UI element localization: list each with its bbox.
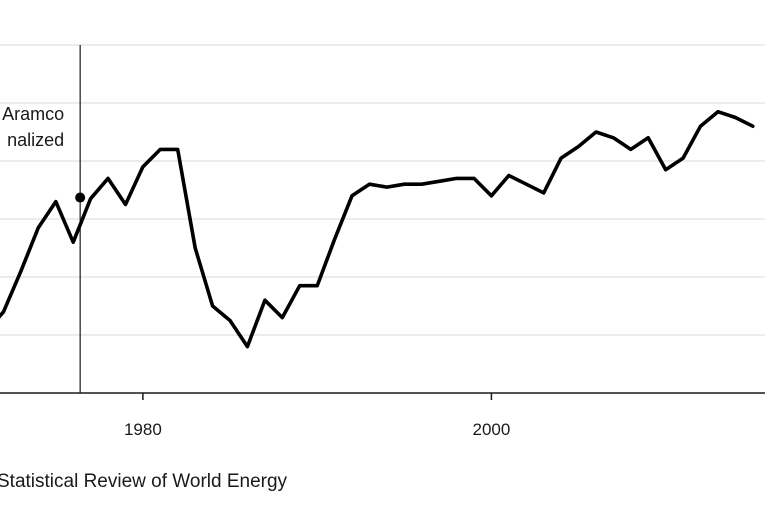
x-tick-label: 2000 <box>472 420 510 439</box>
annotation-label-line-1: Aramco <box>2 104 64 124</box>
annotation-dot <box>75 192 86 203</box>
annotation-label-line-2: nalized <box>7 130 64 150</box>
source-note: Statistical Review of World Energy <box>0 471 288 492</box>
gridlines <box>0 44 765 336</box>
x-axis-ticks: 1980 2000 <box>124 393 510 439</box>
x-tick-label: 1980 <box>124 420 162 439</box>
series-line <box>0 109 755 349</box>
